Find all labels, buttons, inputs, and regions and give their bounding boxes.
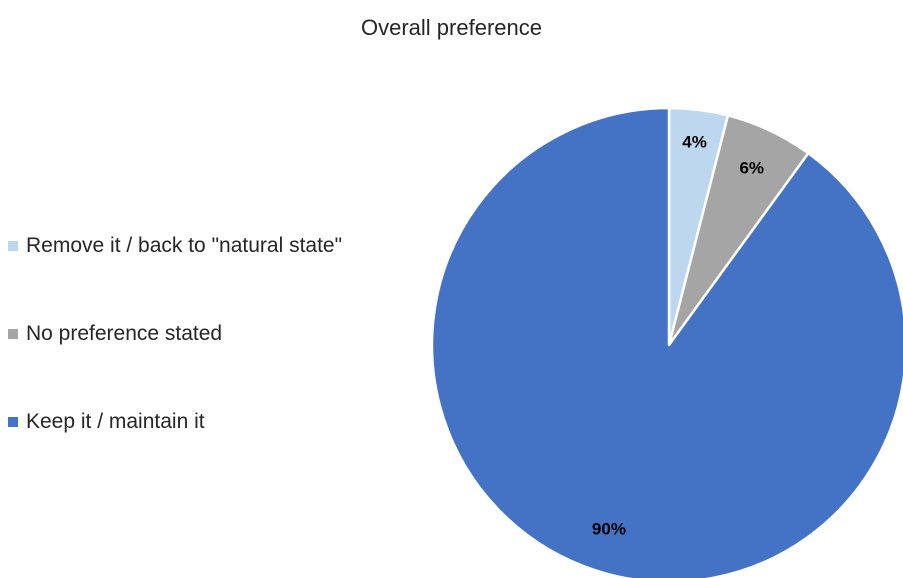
- pie-data-labels: 4% 6% 90%: [592, 132, 764, 538]
- legend-swatch-keep: [8, 417, 18, 427]
- legend-item-remove: Remove it / back to "natural state": [8, 228, 342, 264]
- pie-slices: [430, 106, 903, 578]
- data-label-remove: 4%: [682, 132, 707, 151]
- legend: Remove it / back to "natural state" No p…: [8, 228, 342, 492]
- legend-item-no-preference: No preference stated: [8, 316, 342, 352]
- legend-label-remove: Remove it / back to "natural state": [26, 234, 343, 257]
- legend-swatch-remove: [8, 241, 18, 251]
- data-label-keep: 90%: [592, 519, 626, 538]
- data-label-no-preference: 6%: [739, 159, 764, 178]
- chart-title: Overall preference: [361, 15, 542, 40]
- pie-slice-keep: [430, 106, 903, 578]
- legend-swatch-no-preference: [8, 329, 18, 339]
- legend-item-keep: Keep it / maintain it: [8, 404, 342, 440]
- legend-label-no-preference: No preference stated: [26, 322, 223, 345]
- legend-label-keep: Keep it / maintain it: [26, 410, 205, 433]
